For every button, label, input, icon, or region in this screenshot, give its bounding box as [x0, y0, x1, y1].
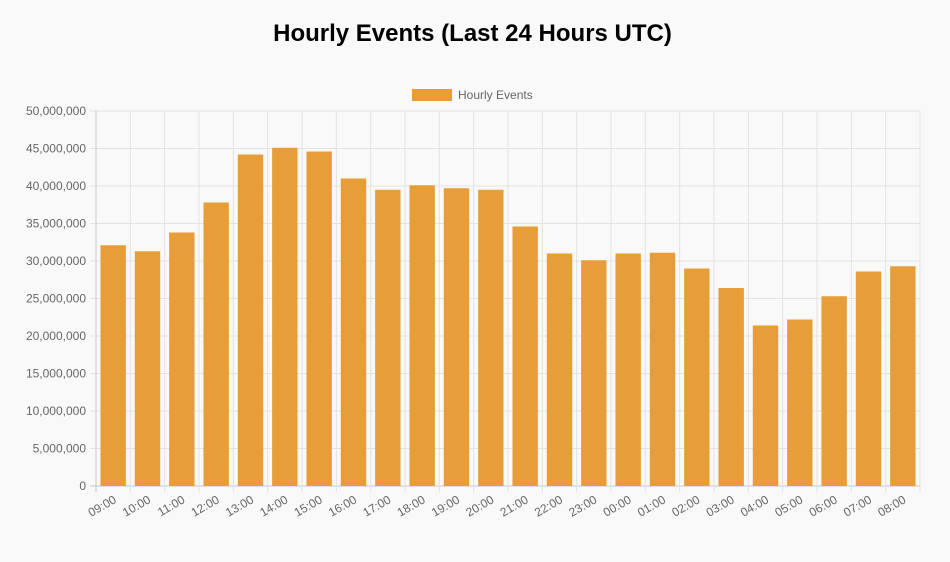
legend-swatch [412, 89, 452, 101]
y-tick-label: 40,000,000 [26, 179, 86, 193]
y-tick-label: 25,000,000 [26, 292, 86, 306]
x-tick-label: 22:00 [532, 492, 565, 519]
x-tick-label: 20:00 [463, 492, 496, 519]
bar[interactable] [821, 296, 847, 486]
bar[interactable] [684, 268, 710, 487]
legend-label: Hourly Events [458, 88, 533, 102]
y-tick-label: 50,000,000 [26, 104, 86, 118]
bar[interactable] [787, 319, 813, 487]
bar[interactable] [718, 288, 744, 486]
x-tick-label: 02:00 [669, 492, 702, 519]
x-tick-label: 08:00 [875, 492, 908, 519]
y-tick-label: 5,000,000 [33, 442, 87, 456]
x-tick-label: 17:00 [360, 492, 393, 519]
x-tick-label: 03:00 [704, 492, 737, 519]
x-tick-label: 07:00 [841, 492, 874, 519]
x-tick-label: 21:00 [498, 492, 531, 519]
bar[interactable] [512, 226, 538, 487]
y-tick-label: 15,000,000 [26, 367, 86, 381]
x-tick-label: 04:00 [738, 492, 771, 519]
bar[interactable] [855, 271, 882, 487]
bar[interactable] [615, 253, 641, 487]
x-tick-label: 06:00 [807, 492, 840, 519]
legend[interactable]: Hourly Events [412, 88, 533, 102]
y-tick-label: 30,000,000 [26, 254, 86, 268]
x-tick-label: 11:00 [155, 492, 188, 519]
x-tick-label: 23:00 [566, 492, 599, 519]
x-tick-label: 10:00 [120, 492, 153, 519]
bar[interactable] [134, 251, 161, 486]
x-tick-label: 16:00 [326, 492, 359, 519]
bars [100, 147, 916, 487]
x-tick-label: 14:00 [257, 492, 290, 519]
bar[interactable] [169, 232, 195, 487]
bar[interactable] [752, 325, 779, 487]
bar[interactable] [100, 245, 126, 486]
x-tick-label: 01:00 [635, 492, 668, 519]
bar[interactable] [272, 147, 298, 486]
x-tick-label: 18:00 [395, 492, 428, 519]
x-tick-label: 19:00 [429, 492, 462, 519]
y-tick-label: 45,000,000 [26, 142, 86, 156]
bar[interactable] [306, 151, 332, 487]
y-tick-label: 35,000,000 [26, 217, 86, 231]
bar[interactable] [649, 252, 676, 486]
bar[interactable] [443, 188, 470, 486]
x-tick-label: 09:00 [86, 492, 119, 519]
bar[interactable] [478, 189, 504, 486]
bar[interactable] [409, 185, 435, 486]
x-tick-label: 05:00 [772, 492, 805, 519]
bar[interactable] [375, 189, 401, 486]
chart-title: Hourly Events (Last 24 Hours UTC) [273, 20, 672, 47]
bar[interactable] [546, 253, 573, 487]
x-tick-label: 15:00 [292, 492, 325, 519]
y-tick-label: 0 [79, 479, 86, 493]
x-tick-label: 00:00 [601, 492, 634, 519]
bar[interactable] [203, 202, 229, 487]
bar[interactable] [581, 260, 607, 486]
y-tick-label: 20,000,000 [26, 329, 86, 343]
bar[interactable] [340, 178, 367, 487]
y-tick-label: 10,000,000 [26, 404, 86, 418]
bar[interactable] [237, 154, 264, 487]
x-tick-label: 12:00 [189, 492, 222, 519]
bar[interactable] [890, 266, 916, 486]
x-tick-label: 13:00 [223, 492, 256, 519]
